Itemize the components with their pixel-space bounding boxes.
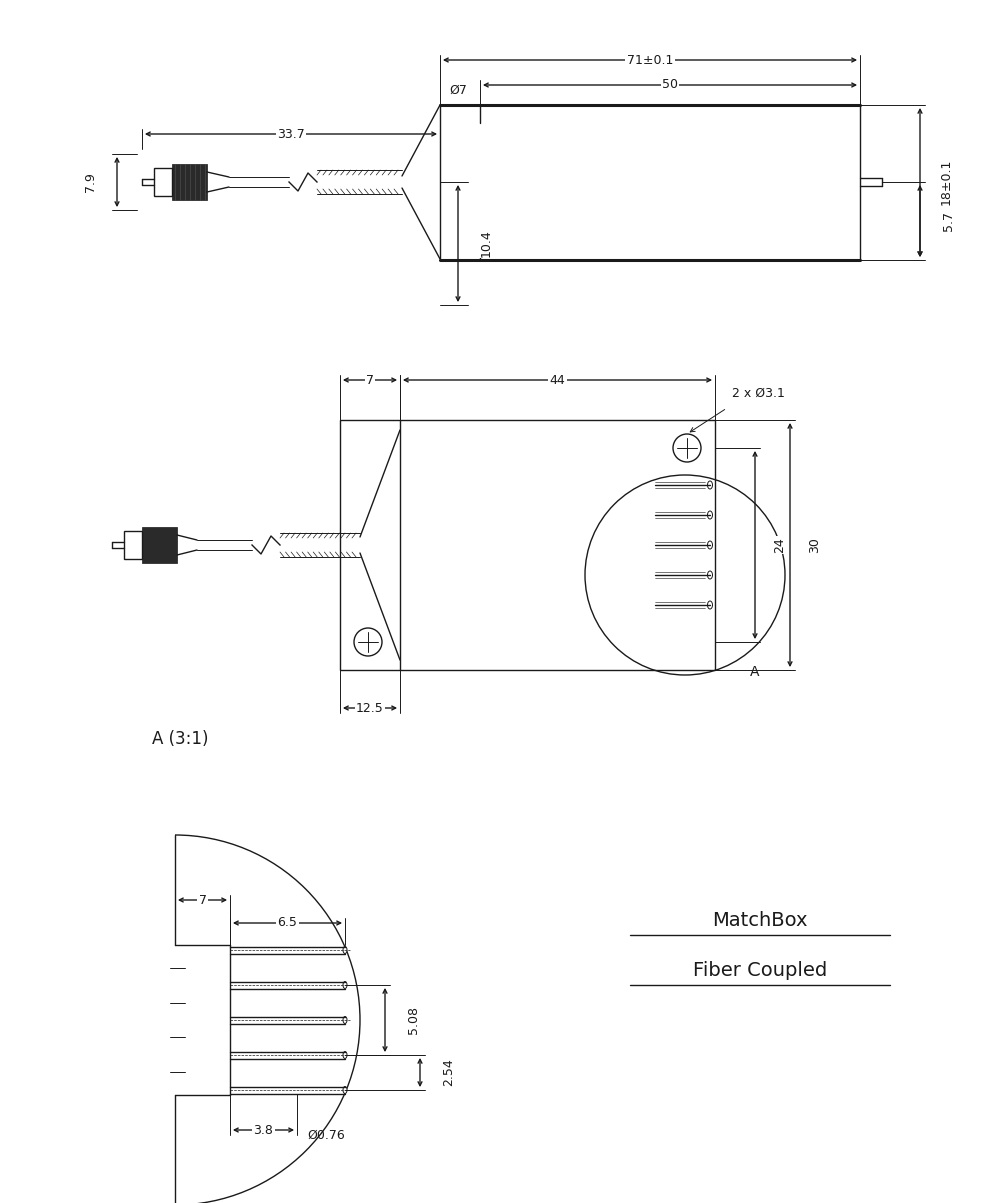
Text: 7: 7 [366,373,374,386]
Bar [154,168,172,196]
Ellipse shape [343,982,347,989]
Text: 30: 30 [808,537,821,553]
Text: A (3:1): A (3:1) [152,730,208,748]
Text: 24: 24 [773,537,786,553]
Text: Ø0.76: Ø0.76 [307,1128,345,1142]
Text: 6.5: 6.5 [278,917,297,930]
Text: Ø7: Ø7 [449,84,467,97]
Text: 5.7: 5.7 [942,211,955,231]
Text: 7.9: 7.9 [84,172,97,192]
Text: A: A [750,665,760,678]
Ellipse shape [343,1017,347,1024]
Bar [142,527,177,563]
Ellipse shape [343,947,347,954]
Text: 3.8: 3.8 [254,1124,273,1137]
Ellipse shape [343,1051,347,1059]
Text: 7: 7 [198,894,207,907]
Text: 12.5: 12.5 [356,701,384,715]
Text: Fiber Coupled: Fiber Coupled [693,960,827,979]
Text: 10.4: 10.4 [480,229,493,257]
Text: 18±0.1: 18±0.1 [940,159,953,206]
Text: 2 x Ø3.1: 2 x Ø3.1 [732,387,785,401]
Ellipse shape [343,1086,347,1094]
Text: MatchBox: MatchBox [712,911,808,930]
Bar [340,420,715,670]
Text: 2.54: 2.54 [442,1059,455,1086]
Text: 5.08: 5.08 [407,1006,420,1035]
Text: 44: 44 [550,373,565,386]
Text: 50: 50 [662,78,678,91]
Bar [172,164,207,200]
Bar [124,531,142,559]
Text: 33.7: 33.7 [277,128,305,141]
Text: 71±0.1: 71±0.1 [627,53,673,66]
